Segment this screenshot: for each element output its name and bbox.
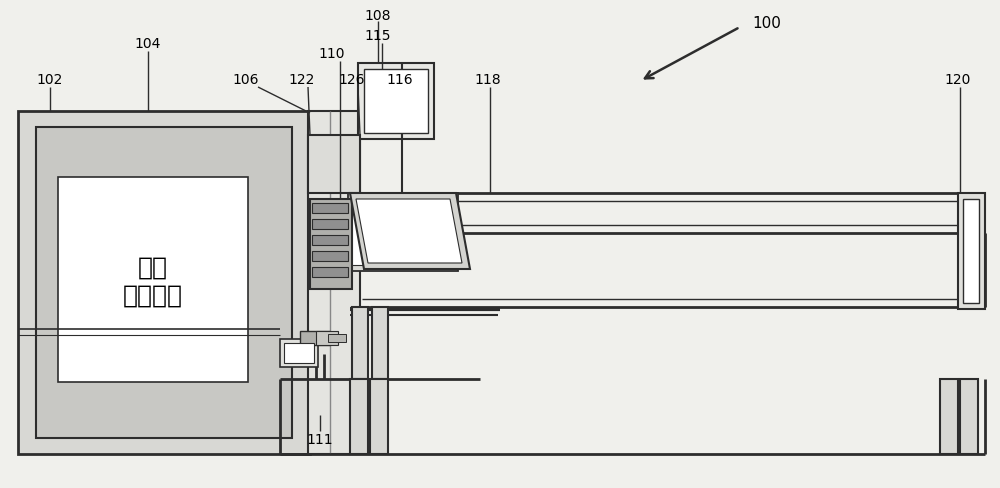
Text: 111: 111	[307, 432, 333, 446]
Text: 102: 102	[37, 73, 63, 87]
Text: 122: 122	[289, 73, 315, 87]
Bar	[328, 334, 346, 342]
Bar	[300, 331, 330, 346]
Text: 108: 108	[365, 9, 391, 23]
Text: 电子器件: 电子器件	[123, 284, 183, 307]
Text: 装置: 装置	[138, 256, 168, 280]
Polygon shape	[356, 200, 462, 264]
Bar	[350, 379, 368, 454]
Bar	[284, 343, 314, 363]
Bar	[364, 70, 428, 134]
Bar	[308, 112, 360, 454]
Bar	[280, 339, 318, 367]
Text: 118: 118	[475, 73, 501, 87]
Text: 126: 126	[339, 73, 365, 87]
Bar	[963, 200, 979, 304]
Text: 106: 106	[233, 73, 259, 87]
Bar	[358, 64, 434, 140]
Text: 110: 110	[319, 47, 345, 61]
Bar	[312, 251, 348, 262]
Polygon shape	[352, 200, 452, 265]
Polygon shape	[350, 194, 470, 269]
Polygon shape	[348, 194, 458, 271]
Text: 115: 115	[365, 29, 391, 43]
Bar	[372, 307, 388, 379]
Bar	[18, 112, 310, 454]
Bar	[312, 236, 348, 245]
Bar	[312, 203, 348, 214]
Text: 100: 100	[752, 17, 781, 31]
Bar	[310, 200, 352, 289]
Bar	[36, 128, 292, 438]
Bar	[308, 136, 360, 194]
Bar	[370, 379, 388, 454]
Bar	[940, 379, 958, 454]
Text: 120: 120	[945, 73, 971, 87]
Text: 104: 104	[135, 37, 161, 51]
Bar	[960, 379, 978, 454]
Bar	[312, 267, 348, 278]
Bar	[58, 178, 248, 382]
Bar	[312, 220, 348, 229]
Bar	[316, 331, 338, 346]
Text: 116: 116	[387, 73, 413, 87]
Bar	[958, 194, 985, 309]
Bar	[352, 307, 368, 379]
